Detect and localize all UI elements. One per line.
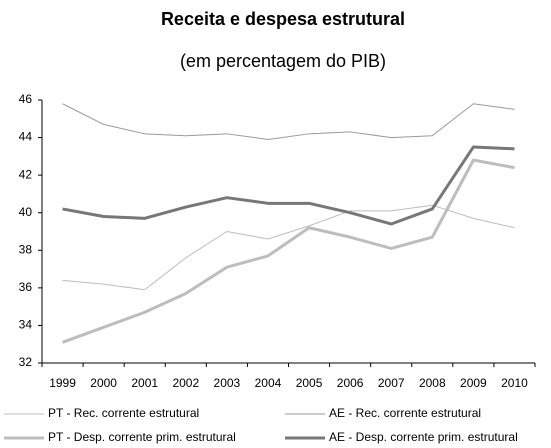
series-line xyxy=(62,204,515,291)
y-tick-label: 36 xyxy=(19,280,33,294)
x-tick-label: 2004 xyxy=(255,376,282,390)
x-tick-label: 2008 xyxy=(419,376,446,390)
legend-label: AE - Rec. corrente estrutural xyxy=(329,406,481,420)
x-tick-label: 2002 xyxy=(172,376,199,390)
x-tick-label: 2007 xyxy=(378,376,405,390)
series-line xyxy=(62,158,515,344)
y-tick-label: 32 xyxy=(19,355,33,369)
y-tick-label: 44 xyxy=(19,130,33,144)
x-tick-label: 2005 xyxy=(296,376,323,390)
series-line xyxy=(62,145,515,226)
x-tick-label: 2000 xyxy=(90,376,117,390)
legend-label: AE - Desp. corrente prim. estrutural xyxy=(329,430,518,444)
x-tick-label: 2006 xyxy=(337,376,364,390)
y-tick-label: 40 xyxy=(19,205,33,219)
x-tick-label: 2001 xyxy=(131,376,158,390)
chart-title: Receita e despesa estrutural xyxy=(161,9,405,29)
y-tick-label: 46 xyxy=(19,92,33,106)
x-tick-label: 2010 xyxy=(501,376,528,390)
y-tick-label: 42 xyxy=(19,167,33,181)
legend-label: PT - Desp. corrente prim. estrutural xyxy=(48,430,236,444)
series-line xyxy=(62,103,515,140)
x-tick-label: 1999 xyxy=(49,376,76,390)
y-tick-label: 38 xyxy=(19,242,33,256)
chart-subtitle: (em percentagem do PIB) xyxy=(180,51,386,71)
y-tick-label: 34 xyxy=(19,318,33,332)
legend-label: PT - Rec. corrente estrutural xyxy=(48,406,199,420)
x-tick-label: 2009 xyxy=(460,376,487,390)
x-tick-label: 2003 xyxy=(214,376,241,390)
